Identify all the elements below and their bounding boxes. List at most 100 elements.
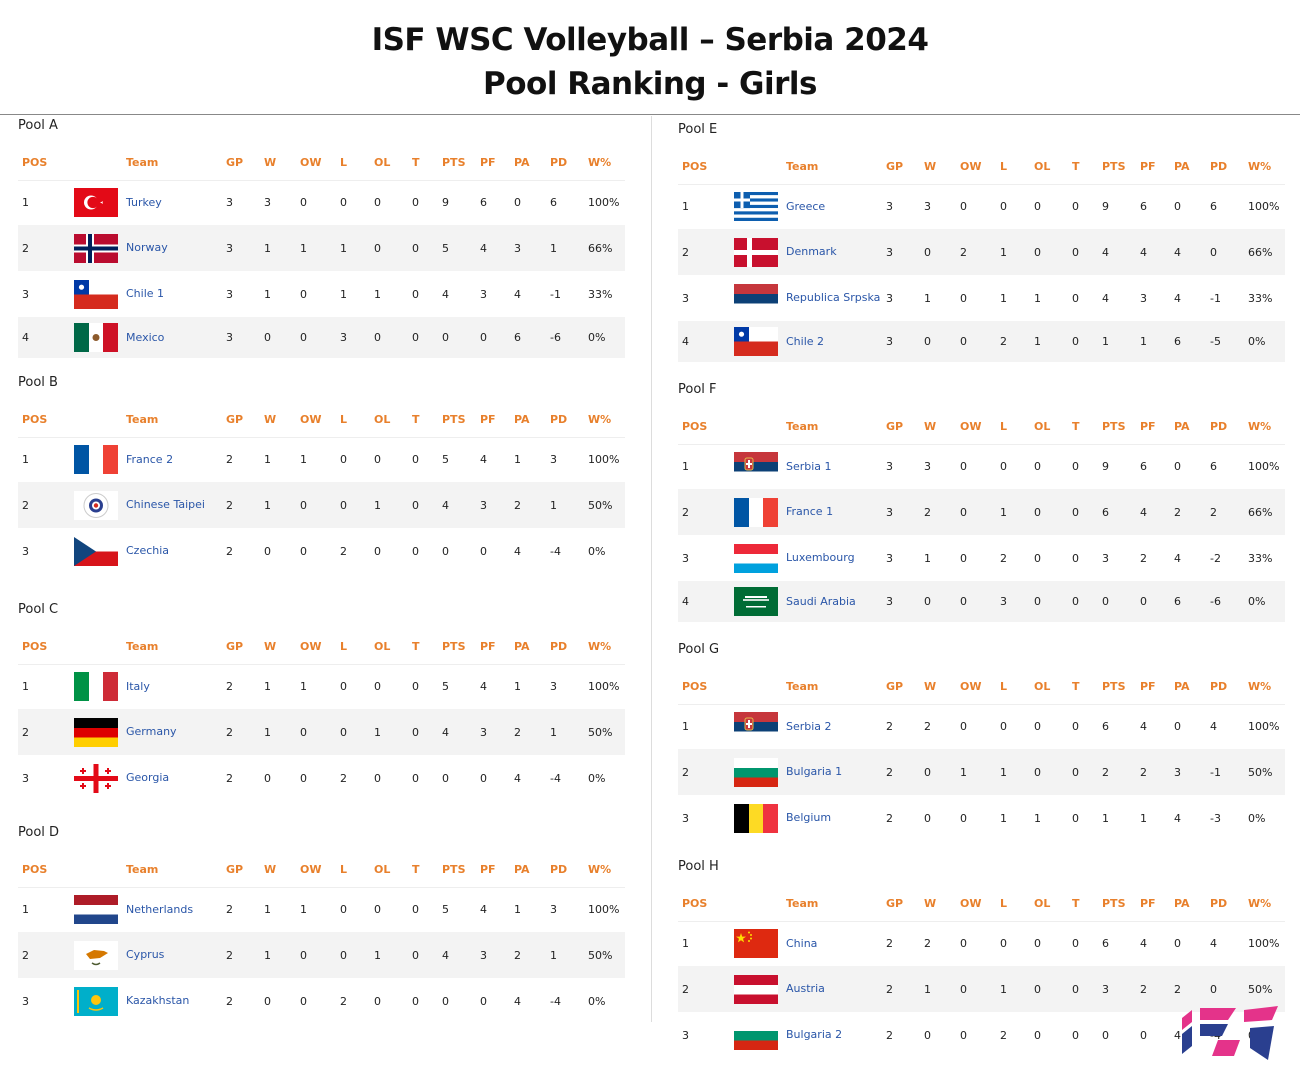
pool-title: Pool A	[18, 118, 58, 133]
team-link[interactable]: Chile 2	[782, 321, 882, 362]
cell-points: 2	[1098, 749, 1136, 795]
pool-block: Pool F POS Team GP W OW L OL T PTS PF PA PD W% 1 Serbia…	[678, 380, 1285, 622]
cell-points-against: 4	[1170, 275, 1206, 321]
team-link[interactable]: Bulgaria 1	[782, 749, 882, 795]
team-link[interactable]: France 1	[782, 489, 882, 535]
team-link[interactable]: Saudi Arabia	[782, 581, 882, 622]
cell-win-pct: 100%	[1244, 184, 1285, 229]
cell-points: 6	[1098, 921, 1136, 966]
cell-ot-wins: 1	[296, 437, 336, 482]
team-link[interactable]: Serbia 1	[782, 444, 882, 489]
team-link[interactable]: Georgia	[122, 755, 222, 801]
team-link[interactable]: Netherlands	[122, 887, 222, 932]
column-header-losses: L	[996, 150, 1030, 185]
table-row: 4 Mexico 3 0 0 3 0 0 0 0 6 -6 0%	[18, 317, 625, 358]
table-row: 1 Serbia 2 2 2 0 0 0 0 6 4 0 4 100%	[678, 704, 1285, 749]
team-link[interactable]: China	[782, 921, 882, 966]
team-link[interactable]: Greece	[782, 184, 882, 229]
column-header-wins: W	[920, 410, 956, 445]
page-title: ISF WSC Volleyball – Serbia 2024 Pool Ra…	[0, 18, 1300, 106]
cell-points-for: 6	[476, 180, 510, 225]
column-header-losses: L	[996, 410, 1030, 445]
cell-ot-wins: 0	[956, 921, 996, 966]
column-header-flag	[70, 146, 122, 181]
column-header-points-for: PF	[1136, 887, 1170, 922]
team-link[interactable]: Cyprus	[122, 932, 222, 978]
cell-ties: 0	[408, 317, 438, 358]
team-link[interactable]: Italy	[122, 664, 222, 709]
cell-ot-losses: 1	[1030, 795, 1068, 841]
cell-gp: 2	[882, 966, 920, 1012]
cell-points-for: 6	[1136, 444, 1170, 489]
cell-points-against: 0	[1170, 184, 1206, 229]
team-link[interactable]: Serbia 2	[782, 704, 882, 749]
team-link[interactable]: Chinese Taipei	[122, 482, 222, 528]
cell-ot-wins: 0	[956, 321, 996, 362]
cell-points-diff: -6	[546, 317, 584, 358]
pool-block: Pool C POS Team GP W OW L OL T PTS PF PA PD W% 1 Italy 2…	[18, 600, 625, 801]
pool-block: Pool A POS Team GP W OW L OL T PTS PF PA PD W% 1 Turkey…	[18, 116, 625, 358]
flag-cell	[70, 887, 122, 932]
serbia-flag-icon	[734, 452, 778, 482]
cell-points-for: 2	[1136, 749, 1170, 795]
cell-losses: 0	[336, 709, 370, 755]
team-link[interactable]: Republica Srpska	[782, 275, 882, 321]
column-header-ties: T	[408, 403, 438, 438]
column-header-points: PTS	[438, 403, 476, 438]
cell-points-against: 4	[510, 755, 546, 801]
cell-points-against: 4	[1170, 229, 1206, 275]
cell-ot-losses: 1	[370, 271, 408, 317]
cell-ot-wins: 1	[956, 749, 996, 795]
team-link[interactable]: Bulgaria 2	[782, 1012, 882, 1058]
column-header-points-against: PA	[1170, 150, 1206, 185]
cell-points: 5	[438, 225, 476, 271]
cell-gp: 3	[222, 317, 260, 358]
flag-cell	[730, 321, 782, 362]
cell-ot-losses: 1	[370, 932, 408, 978]
cell-ties: 0	[408, 978, 438, 1024]
table-row: 2 Chinese Taipei 2 1 0 0 1 0 4 3 2 1 50%	[18, 482, 625, 528]
cell-points-against: 3	[510, 225, 546, 271]
cell-ot-wins: 0	[956, 581, 996, 622]
team-link[interactable]: Kazakhstan	[122, 978, 222, 1024]
team-link[interactable]: Mexico	[122, 317, 222, 358]
cell-pos: 2	[678, 229, 730, 275]
cell-gp: 3	[882, 229, 920, 275]
column-header-pos: POS	[18, 853, 70, 888]
cell-gp: 2	[222, 437, 260, 482]
team-link[interactable]: Austria	[782, 966, 882, 1012]
cell-ot-losses: 0	[370, 887, 408, 932]
flag-cell	[70, 271, 122, 317]
team-link[interactable]: Belgium	[782, 795, 882, 841]
team-link[interactable]: Germany	[122, 709, 222, 755]
cell-points-against: 4	[510, 271, 546, 317]
column-header-flag	[730, 410, 782, 445]
column-header-points-diff: PD	[1206, 887, 1244, 922]
cell-losses: 1	[996, 229, 1030, 275]
cell-points-for: 3	[476, 482, 510, 528]
team-link[interactable]: Turkey	[122, 180, 222, 225]
column-header-gp: GP	[882, 410, 920, 445]
team-link[interactable]: Chile 1	[122, 271, 222, 317]
team-link[interactable]: France 2	[122, 437, 222, 482]
team-link[interactable]: Denmark	[782, 229, 882, 275]
team-link[interactable]: Norway	[122, 225, 222, 271]
cell-points-diff: 0	[1206, 229, 1244, 275]
cell-ot-losses: 0	[370, 664, 408, 709]
column-header-losses: L	[336, 146, 370, 181]
cell-points-for: 4	[1136, 229, 1170, 275]
team-link[interactable]: Luxembourg	[782, 535, 882, 581]
cell-points: 4	[438, 271, 476, 317]
cell-pos: 2	[678, 489, 730, 535]
cell-win-pct: 50%	[1244, 966, 1285, 1012]
georgia-flag-icon	[74, 763, 118, 793]
cell-ties: 0	[1068, 1012, 1098, 1058]
team-link[interactable]: Czechia	[122, 528, 222, 574]
column-header-win-pct: W%	[1244, 670, 1285, 705]
cell-ot-losses: 0	[1030, 921, 1068, 966]
cell-losses: 1	[336, 225, 370, 271]
cell-win-pct: 33%	[1244, 535, 1285, 581]
column-header-gp: GP	[882, 887, 920, 922]
cell-points-diff: 3	[546, 664, 584, 709]
flag-cell	[70, 180, 122, 225]
